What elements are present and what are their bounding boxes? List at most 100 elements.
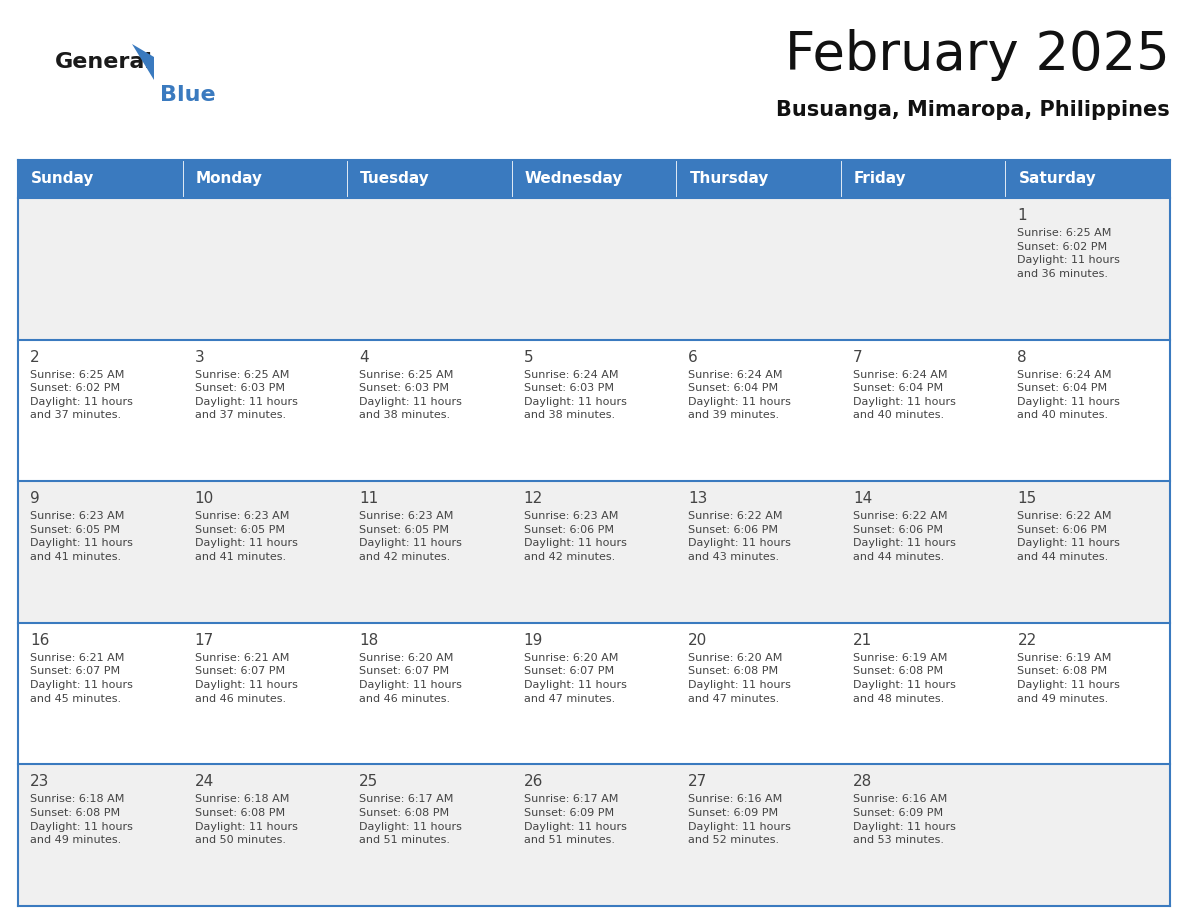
Bar <box>18 198 183 340</box>
Bar <box>347 765 512 906</box>
Text: 1: 1 <box>1017 208 1028 223</box>
Bar <box>676 340 841 481</box>
Text: Sunrise: 6:20 AM
Sunset: 6:08 PM
Daylight: 11 hours
and 47 minutes.: Sunrise: 6:20 AM Sunset: 6:08 PM Dayligh… <box>688 653 791 703</box>
Bar <box>18 160 183 198</box>
Bar <box>183 481 347 622</box>
Text: Sunrise: 6:25 AM
Sunset: 6:02 PM
Daylight: 11 hours
and 36 minutes.: Sunrise: 6:25 AM Sunset: 6:02 PM Dayligh… <box>1017 228 1120 279</box>
Text: Sunrise: 6:25 AM
Sunset: 6:03 PM
Daylight: 11 hours
and 37 minutes.: Sunrise: 6:25 AM Sunset: 6:03 PM Dayligh… <box>195 370 297 420</box>
Text: Sunrise: 6:25 AM
Sunset: 6:02 PM
Daylight: 11 hours
and 37 minutes.: Sunrise: 6:25 AM Sunset: 6:02 PM Dayligh… <box>30 370 133 420</box>
Text: General: General <box>55 52 153 72</box>
Text: Thursday: Thursday <box>689 172 769 186</box>
Text: Sunrise: 6:23 AM
Sunset: 6:05 PM
Daylight: 11 hours
and 41 minutes.: Sunrise: 6:23 AM Sunset: 6:05 PM Dayligh… <box>195 511 297 562</box>
Bar <box>1005 198 1170 340</box>
Text: Sunrise: 6:19 AM
Sunset: 6:08 PM
Daylight: 11 hours
and 49 minutes.: Sunrise: 6:19 AM Sunset: 6:08 PM Dayligh… <box>1017 653 1120 703</box>
Text: Sunrise: 6:17 AM
Sunset: 6:08 PM
Daylight: 11 hours
and 51 minutes.: Sunrise: 6:17 AM Sunset: 6:08 PM Dayligh… <box>359 794 462 845</box>
Bar <box>676 160 841 198</box>
Text: 2: 2 <box>30 350 39 364</box>
Bar <box>18 340 183 481</box>
Text: Sunrise: 6:18 AM
Sunset: 6:08 PM
Daylight: 11 hours
and 49 minutes.: Sunrise: 6:18 AM Sunset: 6:08 PM Dayligh… <box>30 794 133 845</box>
Bar <box>841 198 1005 340</box>
Text: 21: 21 <box>853 633 872 648</box>
Bar <box>512 198 676 340</box>
Bar <box>512 340 676 481</box>
Text: Tuesday: Tuesday <box>360 172 430 186</box>
Text: 15: 15 <box>1017 491 1037 506</box>
Text: Sunrise: 6:21 AM
Sunset: 6:07 PM
Daylight: 11 hours
and 45 minutes.: Sunrise: 6:21 AM Sunset: 6:07 PM Dayligh… <box>30 653 133 703</box>
Text: Monday: Monday <box>196 172 263 186</box>
Text: Saturday: Saturday <box>1018 172 1097 186</box>
Text: 11: 11 <box>359 491 379 506</box>
Text: Sunrise: 6:23 AM
Sunset: 6:05 PM
Daylight: 11 hours
and 41 minutes.: Sunrise: 6:23 AM Sunset: 6:05 PM Dayligh… <box>30 511 133 562</box>
Text: 8: 8 <box>1017 350 1028 364</box>
Bar <box>183 340 347 481</box>
Text: Sunrise: 6:17 AM
Sunset: 6:09 PM
Daylight: 11 hours
and 51 minutes.: Sunrise: 6:17 AM Sunset: 6:09 PM Dayligh… <box>524 794 626 845</box>
Text: 5: 5 <box>524 350 533 364</box>
Bar <box>183 765 347 906</box>
Bar <box>1005 622 1170 765</box>
Text: 24: 24 <box>195 775 214 789</box>
Bar <box>1005 340 1170 481</box>
Bar <box>183 160 347 198</box>
Text: 3: 3 <box>195 350 204 364</box>
Bar <box>512 481 676 622</box>
Bar <box>347 481 512 622</box>
Bar <box>512 622 676 765</box>
Bar <box>841 765 1005 906</box>
Bar <box>512 765 676 906</box>
Bar <box>347 198 512 340</box>
Text: Sunrise: 6:25 AM
Sunset: 6:03 PM
Daylight: 11 hours
and 38 minutes.: Sunrise: 6:25 AM Sunset: 6:03 PM Dayligh… <box>359 370 462 420</box>
Text: Sunrise: 6:23 AM
Sunset: 6:06 PM
Daylight: 11 hours
and 42 minutes.: Sunrise: 6:23 AM Sunset: 6:06 PM Dayligh… <box>524 511 626 562</box>
Bar <box>841 481 1005 622</box>
Text: February 2025: February 2025 <box>785 29 1170 81</box>
Text: 20: 20 <box>688 633 708 648</box>
Bar <box>18 481 183 622</box>
Text: 10: 10 <box>195 491 214 506</box>
Text: 7: 7 <box>853 350 862 364</box>
Text: 12: 12 <box>524 491 543 506</box>
Bar <box>512 160 676 198</box>
Text: 19: 19 <box>524 633 543 648</box>
Text: 14: 14 <box>853 491 872 506</box>
Bar <box>347 160 512 198</box>
Text: Sunrise: 6:24 AM
Sunset: 6:04 PM
Daylight: 11 hours
and 40 minutes.: Sunrise: 6:24 AM Sunset: 6:04 PM Dayligh… <box>853 370 955 420</box>
Bar <box>1005 765 1170 906</box>
Bar <box>676 198 841 340</box>
Text: Sunrise: 6:22 AM
Sunset: 6:06 PM
Daylight: 11 hours
and 44 minutes.: Sunrise: 6:22 AM Sunset: 6:06 PM Dayligh… <box>1017 511 1120 562</box>
Bar <box>347 622 512 765</box>
Text: 13: 13 <box>688 491 708 506</box>
Text: 9: 9 <box>30 491 39 506</box>
Bar <box>841 622 1005 765</box>
Text: Sunrise: 6:23 AM
Sunset: 6:05 PM
Daylight: 11 hours
and 42 minutes.: Sunrise: 6:23 AM Sunset: 6:05 PM Dayligh… <box>359 511 462 562</box>
Text: Wednesday: Wednesday <box>525 172 624 186</box>
Text: Blue: Blue <box>160 85 216 105</box>
Bar <box>183 622 347 765</box>
Bar <box>18 622 183 765</box>
Text: Sunrise: 6:16 AM
Sunset: 6:09 PM
Daylight: 11 hours
and 53 minutes.: Sunrise: 6:16 AM Sunset: 6:09 PM Dayligh… <box>853 794 955 845</box>
Bar <box>841 160 1005 198</box>
Text: 22: 22 <box>1017 633 1037 648</box>
Text: 4: 4 <box>359 350 368 364</box>
Text: 18: 18 <box>359 633 379 648</box>
Bar <box>1005 481 1170 622</box>
Bar <box>18 765 183 906</box>
Text: Sunrise: 6:22 AM
Sunset: 6:06 PM
Daylight: 11 hours
and 44 minutes.: Sunrise: 6:22 AM Sunset: 6:06 PM Dayligh… <box>853 511 955 562</box>
Text: 16: 16 <box>30 633 50 648</box>
Text: Sunrise: 6:20 AM
Sunset: 6:07 PM
Daylight: 11 hours
and 47 minutes.: Sunrise: 6:20 AM Sunset: 6:07 PM Dayligh… <box>524 653 626 703</box>
Text: Busuanga, Mimaropa, Philippines: Busuanga, Mimaropa, Philippines <box>776 100 1170 120</box>
Bar <box>183 198 347 340</box>
Text: Sunrise: 6:20 AM
Sunset: 6:07 PM
Daylight: 11 hours
and 46 minutes.: Sunrise: 6:20 AM Sunset: 6:07 PM Dayligh… <box>359 653 462 703</box>
Text: Sunrise: 6:24 AM
Sunset: 6:03 PM
Daylight: 11 hours
and 38 minutes.: Sunrise: 6:24 AM Sunset: 6:03 PM Dayligh… <box>524 370 626 420</box>
Text: 25: 25 <box>359 775 379 789</box>
Text: 26: 26 <box>524 775 543 789</box>
Text: 27: 27 <box>688 775 708 789</box>
Text: Sunrise: 6:24 AM
Sunset: 6:04 PM
Daylight: 11 hours
and 40 minutes.: Sunrise: 6:24 AM Sunset: 6:04 PM Dayligh… <box>1017 370 1120 420</box>
Text: 6: 6 <box>688 350 699 364</box>
Text: Sunrise: 6:19 AM
Sunset: 6:08 PM
Daylight: 11 hours
and 48 minutes.: Sunrise: 6:19 AM Sunset: 6:08 PM Dayligh… <box>853 653 955 703</box>
Text: 28: 28 <box>853 775 872 789</box>
Bar <box>841 340 1005 481</box>
Text: Sunrise: 6:16 AM
Sunset: 6:09 PM
Daylight: 11 hours
and 52 minutes.: Sunrise: 6:16 AM Sunset: 6:09 PM Dayligh… <box>688 794 791 845</box>
Text: Sunrise: 6:21 AM
Sunset: 6:07 PM
Daylight: 11 hours
and 46 minutes.: Sunrise: 6:21 AM Sunset: 6:07 PM Dayligh… <box>195 653 297 703</box>
Text: Sunrise: 6:24 AM
Sunset: 6:04 PM
Daylight: 11 hours
and 39 minutes.: Sunrise: 6:24 AM Sunset: 6:04 PM Dayligh… <box>688 370 791 420</box>
Bar <box>676 481 841 622</box>
Bar <box>347 340 512 481</box>
